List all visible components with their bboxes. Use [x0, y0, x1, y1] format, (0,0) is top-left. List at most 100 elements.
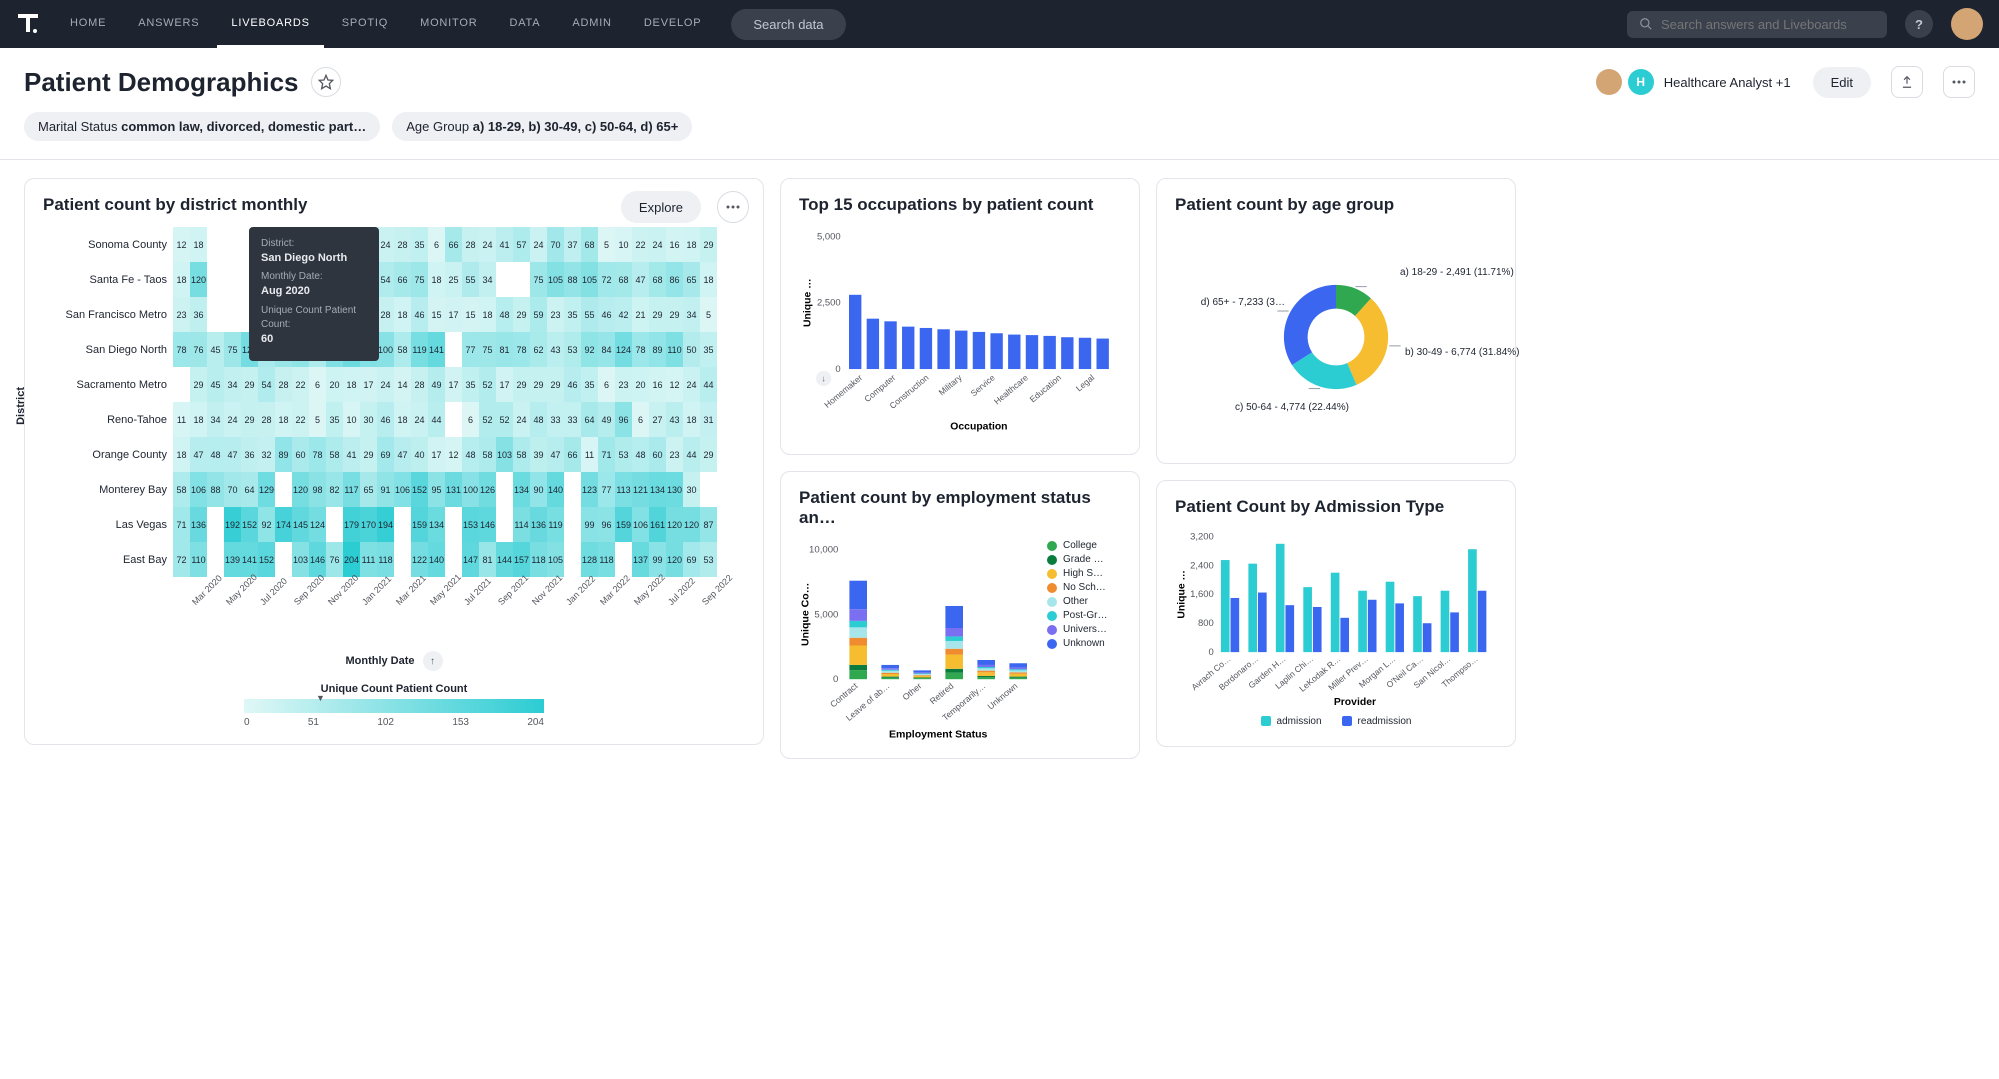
- heatmap-cell[interactable]: 45: [207, 332, 224, 367]
- heatmap-cell[interactable]: 39: [530, 437, 547, 472]
- heatmap-cell[interactable]: 18: [190, 402, 207, 437]
- explore-button[interactable]: Explore: [621, 191, 701, 223]
- heatmap-cell[interactable]: 106: [190, 472, 207, 507]
- heatmap-cell[interactable]: 59: [530, 297, 547, 332]
- heatmap-cell[interactable]: [445, 402, 462, 437]
- heatmap-cell[interactable]: 18: [190, 227, 207, 262]
- heatmap-cell[interactable]: 76: [190, 332, 207, 367]
- heatmap-cell[interactable]: [207, 507, 224, 542]
- heatmap-cell[interactable]: 86: [666, 262, 683, 297]
- heatmap-cell[interactable]: 81: [496, 332, 513, 367]
- heatmap-cell[interactable]: 5: [700, 297, 717, 332]
- heatmap-cell[interactable]: 66: [394, 262, 411, 297]
- heatmap-cell[interactable]: 36: [190, 297, 207, 332]
- heatmap-cell[interactable]: 68: [649, 262, 666, 297]
- heatmap-cell[interactable]: 6: [462, 402, 479, 437]
- edit-button[interactable]: Edit: [1813, 67, 1871, 98]
- heatmap-cell[interactable]: 35: [564, 297, 581, 332]
- heatmap-cell[interactable]: 6: [309, 367, 326, 402]
- heatmap-cell[interactable]: 48: [207, 437, 224, 472]
- heatmap-cell[interactable]: [700, 472, 717, 507]
- logo-icon[interactable]: [16, 12, 40, 36]
- filter-chip[interactable]: Age Group a) 18-29, b) 30-49, c) 50-64, …: [392, 112, 692, 141]
- heatmap-cell[interactable]: 134: [513, 472, 530, 507]
- heatmap-cell[interactable]: [224, 297, 241, 332]
- heatmap-cell[interactable]: 6: [598, 367, 615, 402]
- heatmap-cell[interactable]: 92: [581, 332, 598, 367]
- heatmap-cell[interactable]: 28: [377, 297, 394, 332]
- heatmap-cell[interactable]: 52: [479, 367, 496, 402]
- heatmap-cell[interactable]: 27: [649, 402, 666, 437]
- heatmap-cell[interactable]: [496, 472, 513, 507]
- heatmap-cell[interactable]: 68: [615, 262, 632, 297]
- heatmap-cell[interactable]: 31: [700, 402, 717, 437]
- heatmap-cell[interactable]: 18: [683, 402, 700, 437]
- heatmap-cell[interactable]: 47: [547, 437, 564, 472]
- heatmap-cell[interactable]: 90: [530, 472, 547, 507]
- heatmap-cell[interactable]: 96: [615, 402, 632, 437]
- heatmap-cell[interactable]: 11: [173, 402, 190, 437]
- heatmap-cell[interactable]: 46: [564, 367, 581, 402]
- heatmap-cell[interactable]: 29: [360, 437, 377, 472]
- heatmap-cell[interactable]: [224, 227, 241, 262]
- heatmap-cell[interactable]: 47: [632, 262, 649, 297]
- legend-item[interactable]: High S…: [1047, 568, 1107, 579]
- heatmap-cell[interactable]: 54: [377, 262, 394, 297]
- heatmap-cell[interactable]: 29: [513, 297, 530, 332]
- heatmap-cell[interactable]: 106: [394, 472, 411, 507]
- heatmap-cell[interactable]: 12: [445, 437, 462, 472]
- heatmap-cell[interactable]: 23: [615, 367, 632, 402]
- heatmap-cell[interactable]: 57: [513, 227, 530, 262]
- heatmap-cell[interactable]: 95: [428, 472, 445, 507]
- heatmap-cell[interactable]: 87: [700, 507, 717, 542]
- heatmap-cell[interactable]: 20: [326, 367, 343, 402]
- legend-item[interactable]: Grade …: [1047, 554, 1107, 565]
- heatmap-cell[interactable]: 60: [292, 437, 309, 472]
- heatmap-cell[interactable]: 60: [649, 437, 666, 472]
- heatmap-cell[interactable]: [445, 507, 462, 542]
- sort-asc-icon[interactable]: ↑: [423, 651, 443, 671]
- heatmap-cell[interactable]: [224, 262, 241, 297]
- heatmap-cell[interactable]: 29: [666, 297, 683, 332]
- heatmap-cell[interactable]: 120: [666, 507, 683, 542]
- heatmap-cell[interactable]: 48: [496, 297, 513, 332]
- heatmap-cell[interactable]: 64: [581, 402, 598, 437]
- heatmap-cell[interactable]: 22: [632, 227, 649, 262]
- heatmap-cell[interactable]: 18: [275, 402, 292, 437]
- heatmap-cell[interactable]: 29: [190, 367, 207, 402]
- heatmap-cell[interactable]: 120: [190, 262, 207, 297]
- heatmap-cell[interactable]: 119: [547, 507, 564, 542]
- heatmap-cell[interactable]: 145: [292, 507, 309, 542]
- heatmap-cell[interactable]: 22: [292, 367, 309, 402]
- heatmap-cell[interactable]: 33: [547, 402, 564, 437]
- heatmap-cell[interactable]: 75: [224, 332, 241, 367]
- heatmap-cell[interactable]: 11: [581, 437, 598, 472]
- heatmap-cell[interactable]: 18: [394, 297, 411, 332]
- heatmap-cell[interactable]: 42: [615, 297, 632, 332]
- legend-item[interactable]: Other: [1047, 596, 1107, 607]
- heatmap-cell[interactable]: 37: [564, 227, 581, 262]
- heatmap-cell[interactable]: 44: [700, 367, 717, 402]
- heatmap-cell[interactable]: 29: [700, 227, 717, 262]
- heatmap-cell[interactable]: 45: [207, 367, 224, 402]
- heatmap-cell[interactable]: 24: [377, 227, 394, 262]
- heatmap-cell[interactable]: 66: [445, 227, 462, 262]
- heatmap-cell[interactable]: [207, 297, 224, 332]
- heatmap-cell[interactable]: 78: [309, 437, 326, 472]
- heatmap-cell[interactable]: 24: [513, 402, 530, 437]
- heatmap-cell[interactable]: 35: [581, 367, 598, 402]
- heatmap-cell[interactable]: 16: [649, 367, 666, 402]
- heatmap-cell[interactable]: 29: [700, 437, 717, 472]
- heatmap-cell[interactable]: 18: [479, 297, 496, 332]
- nav-link-spotiq[interactable]: SPOTIQ: [328, 1, 402, 48]
- heatmap-cell[interactable]: 161: [649, 507, 666, 542]
- global-search-input[interactable]: [1661, 17, 1875, 32]
- heatmap-cell[interactable]: 12: [666, 367, 683, 402]
- heatmap-cell[interactable]: 129: [258, 472, 275, 507]
- heatmap-cell[interactable]: 32: [258, 437, 275, 472]
- heatmap-cell[interactable]: [394, 507, 411, 542]
- heatmap-cell[interactable]: 113: [615, 472, 632, 507]
- heatmap-cell[interactable]: 64: [241, 472, 258, 507]
- heatmap-cell[interactable]: 88: [564, 262, 581, 297]
- heatmap-cell[interactable]: 58: [479, 437, 496, 472]
